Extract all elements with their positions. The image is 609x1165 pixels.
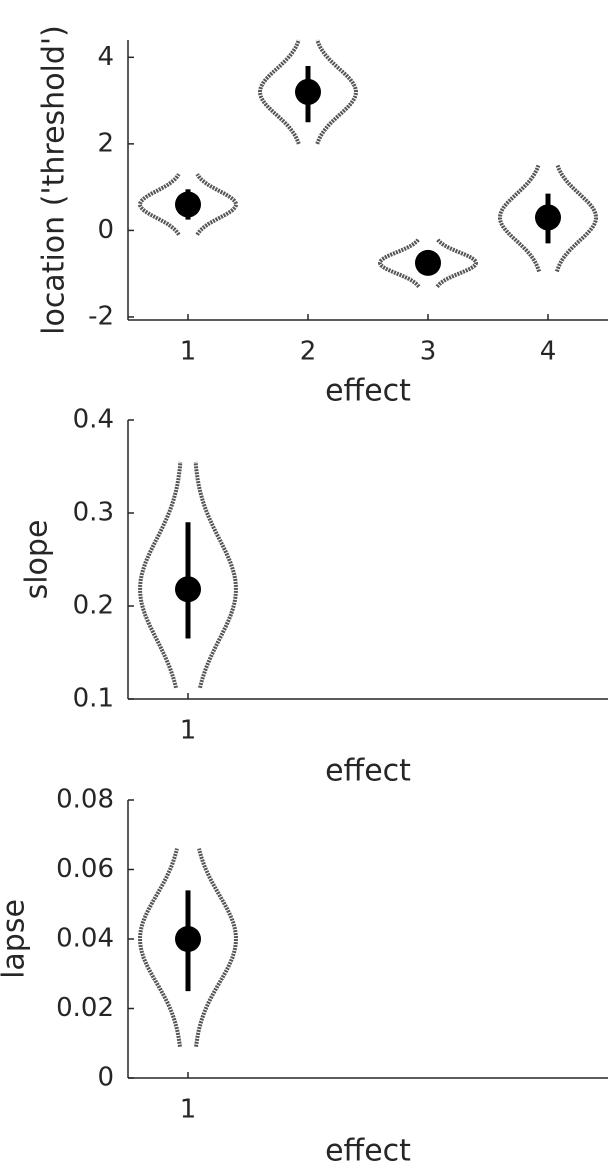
x-tick-label: 4 bbox=[540, 337, 557, 367]
x-tick-label: 2 bbox=[300, 337, 317, 367]
y-tick-label: 0.1 bbox=[73, 684, 114, 714]
y-tick-label: 0.4 bbox=[73, 405, 114, 435]
x-axis-label: effect bbox=[325, 374, 411, 409]
violin bbox=[555, 164, 599, 273]
y-tick-label: 0.2 bbox=[73, 591, 114, 621]
x-tick-label: 1 bbox=[180, 716, 197, 746]
x-tick-label: 1 bbox=[180, 337, 197, 367]
point bbox=[175, 191, 201, 218]
violin bbox=[257, 39, 301, 145]
point bbox=[535, 204, 561, 231]
violin bbox=[497, 164, 541, 273]
x-axis-label: effect bbox=[325, 1134, 411, 1165]
violin bbox=[435, 237, 479, 288]
violin bbox=[138, 461, 183, 689]
x-axis-label: effect bbox=[325, 754, 411, 789]
x-tick-label: 1 bbox=[180, 1095, 197, 1125]
y-tick-label: 0.02 bbox=[56, 993, 114, 1023]
violin bbox=[137, 173, 181, 236]
y-tick-label: 0.08 bbox=[56, 785, 114, 815]
y-axis-label: location ('threshold') bbox=[37, 25, 72, 335]
y-tick-label: 2 bbox=[97, 128, 114, 158]
y-tick-label: 0.06 bbox=[56, 854, 114, 884]
y-axis-label: slope bbox=[20, 520, 55, 600]
violin bbox=[193, 461, 238, 689]
x-tick-label: 3 bbox=[420, 337, 437, 367]
violin bbox=[315, 39, 359, 145]
y-axis-label: lapse bbox=[0, 899, 32, 979]
y-tick-label: 0.3 bbox=[73, 498, 114, 528]
point bbox=[175, 926, 201, 952]
y-tick-label: 0 bbox=[97, 1063, 114, 1093]
y-tick-label: 0.04 bbox=[56, 924, 114, 954]
point bbox=[415, 249, 441, 276]
violin bbox=[377, 237, 421, 288]
violin bbox=[195, 173, 239, 236]
y-tick-label: 0 bbox=[97, 215, 114, 245]
point bbox=[175, 576, 201, 603]
violin bbox=[137, 848, 182, 1047]
y-tick-label: 4 bbox=[97, 42, 114, 72]
violin bbox=[194, 848, 239, 1047]
y-tick-label: -2 bbox=[88, 301, 114, 331]
point bbox=[295, 78, 321, 105]
